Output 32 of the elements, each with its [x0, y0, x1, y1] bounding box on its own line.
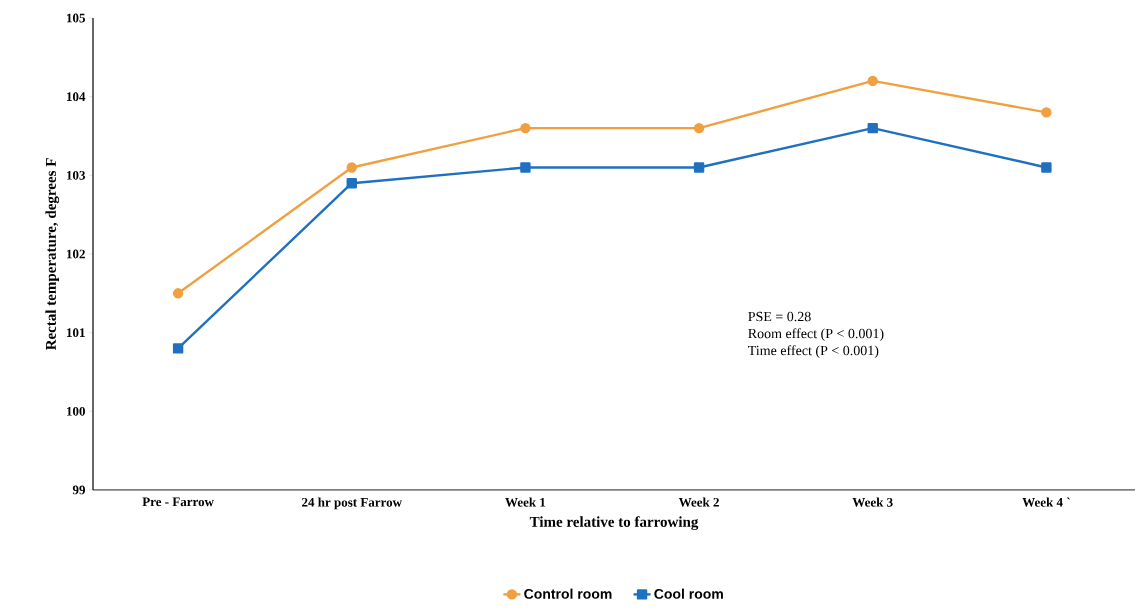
point: [1041, 107, 1052, 118]
point: [172, 288, 184, 299]
point: [172, 343, 184, 354]
legend-label: Control room: [524, 588, 612, 599]
point: [346, 162, 357, 173]
x-tick-label: 24 hr post Farrow: [302, 497, 402, 510]
annotation: Room effect (P < 0.001): [748, 328, 884, 342]
y-tick-label: 103: [67, 170, 86, 180]
y-tick-label: 102: [67, 249, 85, 259]
point: [1041, 162, 1052, 173]
x-tick-label: Week 1: [505, 497, 546, 507]
point: [867, 75, 878, 87]
annotation: PSE = 0.28: [748, 311, 811, 322]
x-tick-label: Pre - Farrow: [142, 497, 214, 507]
y-axis-title: Rectal temperature, degrees F: [45, 158, 60, 351]
point: [693, 122, 705, 134]
y-tick-label: 101: [67, 328, 85, 338]
y-tick-label: 100: [67, 406, 85, 416]
x-tick-label: Week 4 `: [1022, 497, 1070, 507]
y-tick-label: 99: [72, 485, 86, 495]
x-tick-label: Week 3: [852, 497, 893, 507]
point: [346, 178, 357, 189]
point: [520, 162, 531, 173]
point: [520, 122, 531, 134]
point: [867, 122, 878, 134]
x-axis-title: Time relative to farrowing: [529, 516, 699, 531]
annotation: Time effect (P < 0.001): [748, 345, 879, 359]
x-tick-label: Week 2: [678, 497, 719, 507]
y-tick-label: 104: [67, 92, 86, 102]
point: [693, 162, 705, 173]
y-tick-label: 105: [67, 13, 85, 23]
legend-label: Cool room: [654, 588, 723, 599]
